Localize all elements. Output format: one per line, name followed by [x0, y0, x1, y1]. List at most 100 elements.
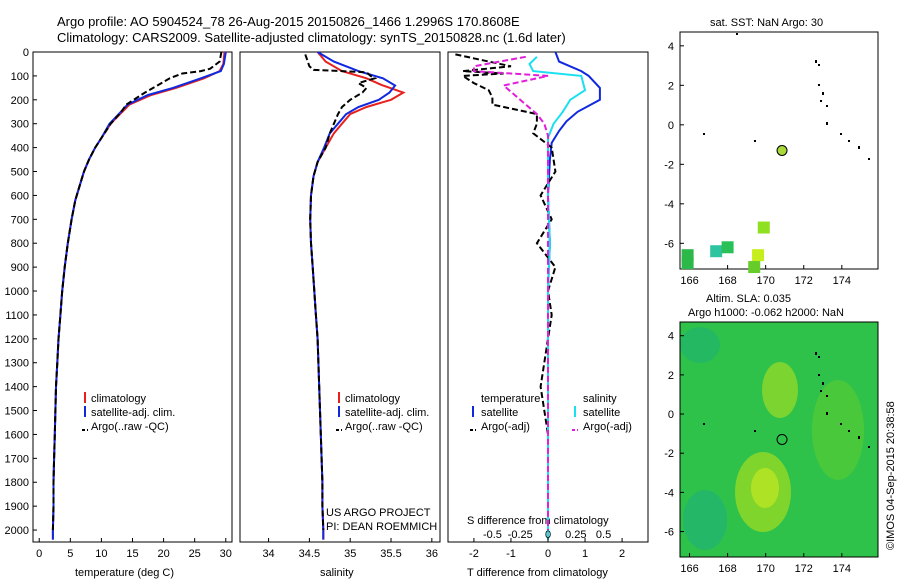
sst_map-point-3: [721, 241, 734, 254]
sst-map-frame: [679, 31, 879, 270]
figure-title: Argo profile: AO 5904524_78 26-Aug-2015 …: [57, 14, 520, 29]
difference-series-3: [472, 55, 549, 530]
sst_map-ytick-label-2: -2: [664, 159, 674, 171]
depth-tick-label-16: 1600: [5, 429, 29, 441]
sla_map-xtick-label-3: 172: [795, 563, 813, 575]
difference-stick-label-3: 0.25: [565, 529, 586, 541]
temperature-xtick-label-6: 30: [220, 548, 232, 560]
map-points: [681, 145, 788, 445]
credit-text: ©IMOS 04-Sep-2015 20:38:58: [885, 401, 897, 550]
sla_map-xtick-label-1: 168: [718, 563, 736, 575]
sst_map-xtick-label-3: 172: [795, 275, 813, 287]
sst_map-ytick-label-0: -6: [664, 238, 674, 250]
temperature-xlabel: temperature (deg C): [75, 567, 174, 579]
sla_map-ytick-label-1: -4: [664, 487, 674, 499]
sla_map-ytick-label-2: -2: [664, 448, 674, 460]
temperature-series-2: [51, 51, 223, 531]
temperature-legend-argo: Argo(..raw -QC): [91, 421, 169, 433]
sst_map-point-4: [757, 221, 770, 234]
difference-xtick-label-3: 1: [582, 548, 588, 560]
depth-tick-label-5: 500: [11, 167, 29, 179]
chart-ticks: 0 5 10 15 20 25 30 34 34.5 35 35.5 36 -2 -1 0 1 2-0.5 -0.…: [5, 41, 851, 575]
depth-tick-label-11: 1100: [5, 310, 29, 322]
sst_map-ytick-label-3: 0: [668, 120, 674, 132]
sst_map-ytick-label-4: 2: [668, 80, 674, 92]
depth-tick-label-0: 0: [23, 47, 29, 59]
difference-xlabel: T difference from climatology: [467, 567, 608, 579]
difference-legend: temperature salinity satellite Argo(-adj…: [470, 393, 632, 433]
sla_map-xtick-label-2: 170: [756, 563, 774, 575]
salinity-xlabel: salinity: [320, 567, 354, 579]
sst_map-xtick-label-4: 174: [833, 275, 851, 287]
sla_map-ytick-label-5: 4: [668, 331, 674, 343]
depth-tick-label-1: 100: [11, 71, 29, 83]
depth-tick-label-17: 1700: [5, 453, 29, 465]
sst_map-point-2: [710, 245, 723, 258]
sst_map-xtick-label-1: 168: [718, 275, 736, 287]
difference-xlabel-top: S difference from climatology: [467, 515, 609, 527]
sst_map-xtick-label-0: 166: [680, 275, 698, 287]
depth-tick-label-9: 900: [11, 262, 29, 274]
sst_map-ytick-label-5: 4: [668, 41, 674, 53]
depth-tick-label-3: 300: [11, 119, 29, 131]
difference-xtick-label-4: 2: [619, 548, 625, 560]
salinity-panel-frame: [239, 51, 441, 543]
depth-tick-label-18: 1800: [5, 477, 29, 489]
sla_map-xtick-label-4: 174: [833, 563, 851, 575]
difference-legend-sal-satellite: satellite: [583, 407, 620, 419]
difference-series-0: [546, 51, 601, 540]
salinity-series-1: [309, 51, 397, 540]
coastline-sla: [703, 352, 870, 448]
sst_map-point-5: [752, 249, 765, 262]
coastline-sst: [703, 33, 870, 160]
salinity-xtick-label-1: 34.5: [299, 548, 320, 560]
temperature-xtick-label-0: 0: [36, 548, 42, 560]
difference-stick-label-4: 0.5: [596, 529, 611, 541]
depth-tick-label-2: 200: [11, 95, 29, 107]
difference-legend-temperature-header: temperature: [481, 393, 540, 405]
depth-tick-label-20: 2000: [5, 525, 29, 537]
sst-map-title: sat. SST: NaN Argo: 30: [710, 17, 823, 29]
salinity-series-2: [304, 54, 378, 531]
temperature-legend-satellite: satellite-adj. clim.: [91, 407, 175, 419]
depth-tick-label-10: 1000: [5, 286, 29, 298]
difference-stick-label-2: 0: [545, 529, 551, 541]
difference-series-1: [455, 53, 557, 530]
salinity-xtick-label-2: 35: [344, 548, 356, 560]
temperature-xtick-label-4: 20: [157, 548, 169, 560]
sst_map-ytick-label-1: -4: [664, 199, 674, 211]
sst_map-profile-marker: [776, 145, 788, 156]
temperature-panel-frame: [32, 51, 233, 543]
difference-xtick-label-1: -1: [506, 548, 516, 560]
depth-tick-label-4: 400: [11, 143, 29, 155]
temperature-legend-climatology: climatology: [91, 393, 147, 405]
temperature-legend: climatology satellite-adj. clim. Argo(..…: [82, 392, 175, 433]
difference-stick-label-1: -0.25: [508, 529, 533, 541]
depth-tick-label-19: 1900: [5, 501, 29, 513]
difference-legend-temp-argo: Argo(-adj): [481, 421, 530, 433]
salinity-legend-climatology: climatology: [345, 393, 401, 405]
figure-subtitle: Climatology: CARS2009. Satellite-adjuste…: [57, 30, 566, 45]
temperature-xtick-label-2: 10: [95, 548, 107, 560]
sla-heatmap: [680, 322, 878, 557]
salinity-xtick-label-3: 35.5: [380, 548, 401, 560]
project-line-2: PI: DEAN ROEMMICH: [326, 521, 437, 533]
depth-tick-label-15: 1500: [5, 406, 29, 418]
salinity-legend-argo: Argo(..raw -QC): [345, 421, 423, 433]
depth-tick-label-6: 600: [11, 190, 29, 202]
depth-tick-label-7: 700: [11, 214, 29, 226]
sla-map-frame: [679, 321, 879, 558]
salinity-legend: climatology satellite-adj. clim. Argo(..…: [336, 392, 429, 433]
depth-tick-label-14: 1400: [5, 382, 29, 394]
sla_map-profile-marker: [776, 434, 788, 445]
depth-tick-label-8: 800: [11, 238, 29, 250]
temperature-xtick-label-5: 25: [189, 548, 201, 560]
sla_map-ytick-label-4: 2: [668, 370, 674, 382]
difference-legend-salinity-header: salinity: [583, 393, 617, 405]
difference-xtick-label-2: 0: [545, 548, 551, 560]
depth-tick-label-12: 1200: [5, 334, 29, 346]
depth-tick-label-13: 1300: [5, 358, 29, 370]
salinity-series-0: [309, 51, 406, 540]
sst_map-point-1: [681, 257, 694, 270]
difference-xtick-label-0: -2: [469, 548, 479, 560]
